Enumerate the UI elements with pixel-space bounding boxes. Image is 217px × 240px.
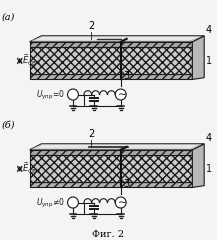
Circle shape xyxy=(115,89,126,100)
Circle shape xyxy=(67,89,78,100)
Polygon shape xyxy=(30,182,192,187)
Polygon shape xyxy=(192,36,204,79)
Text: (а): (а) xyxy=(2,12,15,21)
Text: $U_{\rm упр}\!=\!0$: $U_{\rm упр}\!=\!0$ xyxy=(36,89,66,102)
Polygon shape xyxy=(30,144,204,150)
Polygon shape xyxy=(30,150,192,155)
Polygon shape xyxy=(192,144,204,187)
Polygon shape xyxy=(30,42,192,47)
Text: Фиг. 2: Фиг. 2 xyxy=(92,230,125,239)
Text: $U_{\rm упр}\!\neq\!0$: $U_{\rm упр}\!\neq\!0$ xyxy=(36,197,66,210)
Circle shape xyxy=(67,197,78,208)
Text: 4: 4 xyxy=(206,25,212,35)
Text: 4: 4 xyxy=(206,133,212,143)
Polygon shape xyxy=(30,74,192,79)
Text: $\vec{E}_{\rm СВЧ}$: $\vec{E}_{\rm СВЧ}$ xyxy=(22,52,41,68)
Text: 1: 1 xyxy=(206,56,212,66)
Text: 2: 2 xyxy=(88,21,94,31)
Polygon shape xyxy=(31,36,201,41)
Polygon shape xyxy=(30,155,192,182)
Text: (б): (б) xyxy=(2,120,15,129)
Text: $\vec{E}_{\rm СВЧ}$: $\vec{E}_{\rm СВЧ}$ xyxy=(22,160,41,176)
Circle shape xyxy=(115,197,126,208)
Text: $\sim$: $\sim$ xyxy=(115,197,127,207)
Text: 1: 1 xyxy=(206,164,212,174)
Text: 3: 3 xyxy=(124,180,130,189)
Polygon shape xyxy=(30,36,204,42)
Polygon shape xyxy=(30,47,192,74)
Text: $\sim$: $\sim$ xyxy=(115,89,127,99)
Text: 3: 3 xyxy=(124,72,130,81)
Text: 2: 2 xyxy=(88,129,94,139)
Polygon shape xyxy=(31,144,201,149)
